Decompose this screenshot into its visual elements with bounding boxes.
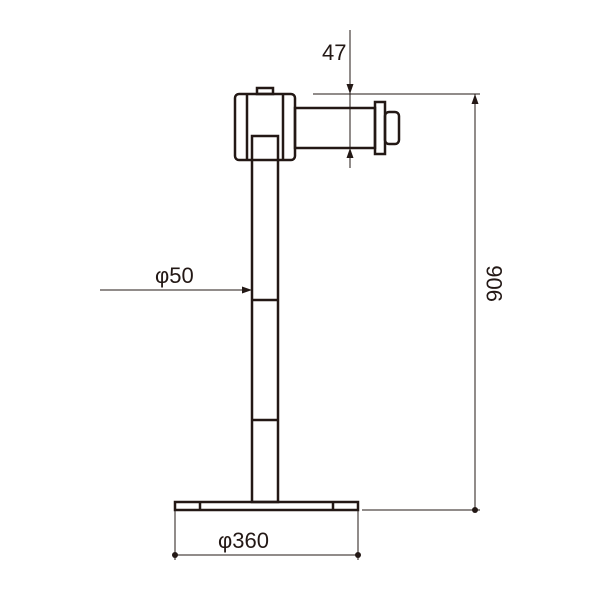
dim-pole-diameter: φ50 [155,263,194,288]
dim-base-diameter: φ360 [218,528,269,553]
dim-belt-height: 47 [322,40,346,65]
stanchion-drawing [175,88,399,510]
dim-height-total: 906 [482,265,507,302]
